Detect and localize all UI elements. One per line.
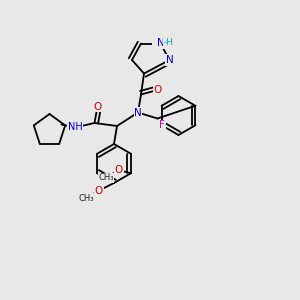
Text: O: O xyxy=(153,85,162,95)
FancyBboxPatch shape xyxy=(154,85,161,95)
Text: CH₃: CH₃ xyxy=(98,173,114,182)
FancyBboxPatch shape xyxy=(94,102,101,111)
FancyBboxPatch shape xyxy=(134,108,142,117)
FancyBboxPatch shape xyxy=(95,186,103,195)
Text: NH: NH xyxy=(68,122,82,133)
Text: -H: -H xyxy=(164,38,174,47)
Text: CH₃: CH₃ xyxy=(79,194,94,202)
FancyBboxPatch shape xyxy=(158,119,166,129)
FancyBboxPatch shape xyxy=(81,193,92,203)
FancyBboxPatch shape xyxy=(115,166,123,175)
Text: O: O xyxy=(115,165,123,175)
Text: O: O xyxy=(95,185,103,196)
Text: N: N xyxy=(157,38,164,49)
Text: N: N xyxy=(134,107,142,118)
FancyBboxPatch shape xyxy=(68,123,82,132)
Text: N: N xyxy=(166,55,173,65)
FancyBboxPatch shape xyxy=(165,55,174,65)
FancyBboxPatch shape xyxy=(152,38,169,49)
Text: F: F xyxy=(159,120,165,130)
Text: O: O xyxy=(93,101,102,112)
FancyBboxPatch shape xyxy=(100,173,112,182)
